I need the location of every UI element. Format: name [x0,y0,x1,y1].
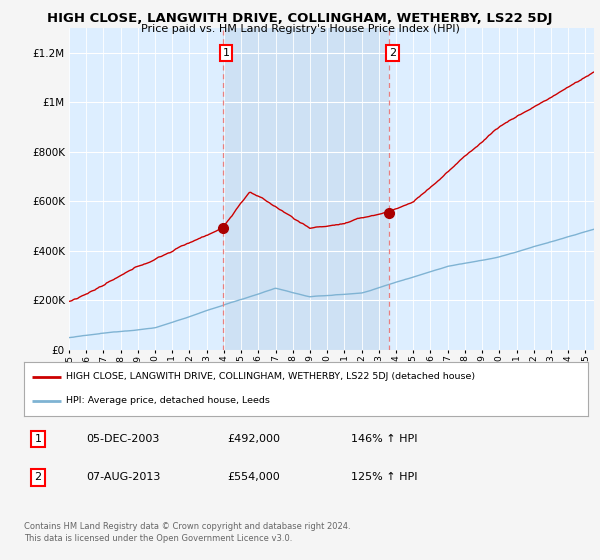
Bar [223,28,389,350]
Text: 05-DEC-2003: 05-DEC-2003 [86,434,160,444]
Text: 1: 1 [35,434,41,444]
Text: HPI: Average price, detached house, Leeds: HPI: Average price, detached house, Leed… [66,396,270,405]
Text: £492,000: £492,000 [227,434,280,444]
Text: Contains HM Land Registry data © Crown copyright and database right 2024.: Contains HM Land Registry data © Crown c… [24,522,350,531]
Text: This data is licensed under the Open Government Licence v3.0.: This data is licensed under the Open Gov… [24,534,292,543]
Text: £554,000: £554,000 [227,472,280,482]
Text: 146% ↑ HPI: 146% ↑ HPI [351,434,418,444]
Text: Price paid vs. HM Land Registry's House Price Index (HPI): Price paid vs. HM Land Registry's House … [140,24,460,34]
Text: 2: 2 [389,48,396,58]
Text: 2: 2 [35,472,41,482]
Text: 07-AUG-2013: 07-AUG-2013 [86,472,160,482]
Text: HIGH CLOSE, LANGWITH DRIVE, COLLINGHAM, WETHERBY, LS22 5DJ (detached house): HIGH CLOSE, LANGWITH DRIVE, COLLINGHAM, … [66,372,475,381]
Text: HIGH CLOSE, LANGWITH DRIVE, COLLINGHAM, WETHERBY, LS22 5DJ: HIGH CLOSE, LANGWITH DRIVE, COLLINGHAM, … [47,12,553,25]
Text: 125% ↑ HPI: 125% ↑ HPI [351,472,418,482]
Text: 1: 1 [223,48,229,58]
